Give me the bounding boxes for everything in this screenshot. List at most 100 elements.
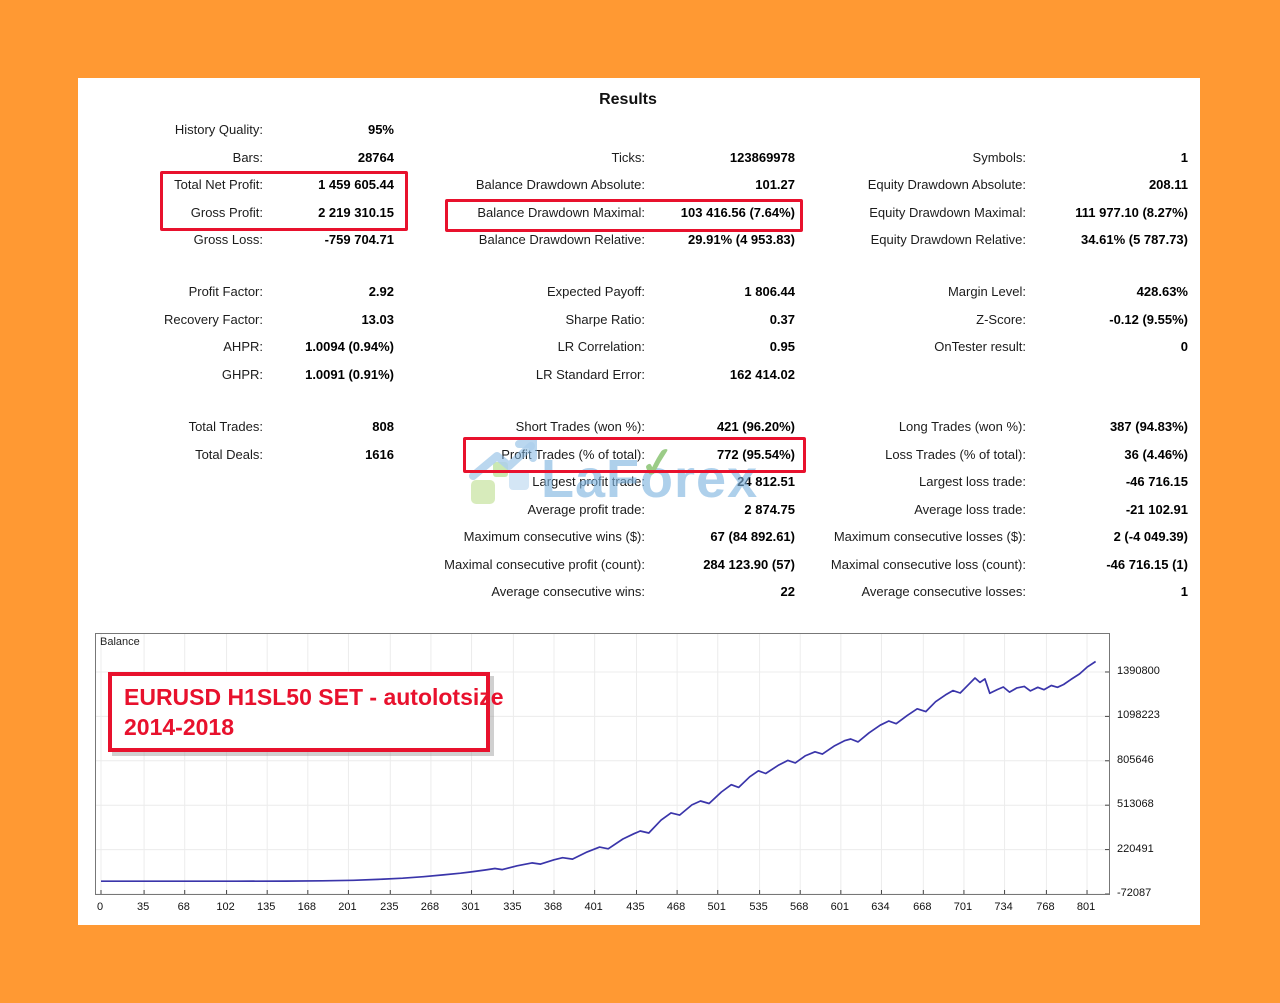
stat-value: -46 716.15 (1) — [1106, 556, 1188, 572]
stat-value: 1616 — [365, 446, 394, 462]
chart-series-label: Balance — [100, 636, 140, 648]
x-tick-label: 768 — [1036, 901, 1055, 913]
x-axis-labels: 0 35 68 102 135 168 201 235 268 301 335 368 401 435 46… — [95, 899, 1145, 915]
stat-value: 111 977.10 (8.27%) — [1075, 204, 1188, 220]
stat-value: 1 — [1180, 149, 1188, 165]
x-tick-label: 734 — [994, 901, 1013, 913]
page-title: Results — [599, 91, 657, 108]
annotation-line-2: 2014-2018 — [124, 714, 234, 740]
y-tick-label: 1390800 — [1117, 664, 1160, 677]
stat-value: 428.63% — [1136, 284, 1188, 299]
x-tick-label: 435 — [626, 901, 645, 913]
x-tick-label: 301 — [461, 901, 480, 913]
stat-label: Maximum consecutive losses ($): — [833, 529, 1026, 544]
x-tick-label: 368 — [543, 901, 563, 913]
stat-value: 208.11 — [1148, 177, 1188, 192]
stat-label: Short Trades (won %): — [515, 419, 645, 434]
stat-value: 808 — [372, 419, 394, 434]
stat-label: Expected Payoff: — [546, 284, 645, 299]
stat-label: Symbols: — [972, 149, 1026, 165]
stat-label: Total Deals: — [195, 446, 263, 462]
stat-value: 123869978 — [729, 149, 795, 165]
stat-value: 421 (96.20%) — [716, 419, 795, 434]
stat-label: Total Trades: — [188, 419, 263, 434]
stat-value: 101.27 — [755, 177, 795, 192]
stat-label: Balance Drawdown Maximal: — [477, 204, 645, 220]
stat-label: Equity Drawdown Maximal: — [869, 204, 1026, 220]
x-tick-label: 235 — [380, 901, 399, 913]
stat-label: Ticks: — [611, 149, 645, 165]
stat-value: 22 — [780, 584, 795, 599]
stat-label: Margin Level: — [947, 284, 1026, 299]
stat-value: 28764 — [357, 149, 394, 165]
stat-label: Recovery Factor: — [164, 311, 263, 327]
stat-value: -46 716.15 — [1125, 474, 1188, 489]
results-panel: Results History Quality: 95% Bars: 28764 Tot… — [78, 78, 1200, 925]
x-tick-label: 201 — [338, 901, 357, 913]
stat-value: 103 416.56 (7.64%) — [680, 204, 795, 220]
x-tick-label: 468 — [666, 901, 686, 913]
stat-label: LR Standard Error: — [535, 366, 645, 382]
stat-value: 34.61% (5 787.73) — [1081, 232, 1188, 247]
stat-value: 2 219 310.15 — [318, 204, 394, 220]
stat-value: 95% — [367, 122, 394, 137]
stat-label: Maximal consecutive profit (count): — [444, 556, 645, 572]
stat-value: 772 (95.54%) — [716, 446, 795, 462]
stat-label: Equity Drawdown Absolute: — [867, 177, 1026, 192]
balance-chart: Balance EURUSD H1SL50 SET - autolotsize … — [95, 633, 1110, 895]
x-tick-label: 535 — [749, 901, 768, 913]
stat-value: 1 459 605.44 — [318, 177, 394, 192]
stat-label: Gross Profit: — [190, 204, 263, 220]
stat-label: Total Net Profit: — [174, 177, 263, 192]
x-tick-label: 102 — [216, 901, 235, 913]
chart-annotation-box: EURUSD H1SL50 SET - autolotsize 2014-201… — [108, 672, 504, 752]
stat-value: 1 806.44 — [744, 284, 795, 299]
y-tick-label: 513068 — [1117, 798, 1154, 811]
stat-value: -759 704.71 — [324, 232, 394, 247]
stat-value: 2 874.75 — [744, 501, 795, 517]
x-tick-label: 568 — [790, 901, 809, 913]
y-tick-label: 1098223 — [1117, 709, 1160, 722]
stats-table: History Quality: 95% Bars: 28764 Total Net P… — [78, 78, 1200, 718]
stat-label: Equity Drawdown Relative: — [870, 232, 1026, 247]
stat-label: Z-Score: — [976, 311, 1026, 327]
stat-label: Average profit trade: — [527, 501, 645, 517]
stat-value: 284 123.90 (57) — [703, 556, 795, 572]
x-tick-label: 801 — [1076, 901, 1096, 913]
stat-label: Long Trades (won %): — [898, 419, 1026, 434]
stat-label: Maximum consecutive wins ($): — [463, 529, 645, 544]
stat-value: 1 — [1180, 584, 1188, 599]
x-tick-label: 634 — [871, 901, 890, 913]
balance-line — [101, 660, 1097, 883]
stat-label: Average consecutive wins: — [491, 584, 645, 599]
y-tick-label: -72087 — [1117, 887, 1152, 899]
stat-value: -21 102.91 — [1125, 501, 1188, 517]
y-axis-labels: -72087 220491 513068 805646 1098223 1390800 — [1117, 633, 1197, 899]
stat-label: Balance Drawdown Absolute: — [475, 177, 645, 192]
stat-label: Largest loss trade: — [919, 474, 1026, 489]
stat-label: Average consecutive losses: — [861, 584, 1026, 599]
stat-label: Profit Factor: — [188, 284, 263, 299]
stat-value: 387 (94.83%) — [1109, 419, 1188, 434]
stat-value: 1.0091 (0.91%) — [305, 366, 394, 382]
x-tick-label: 168 — [297, 901, 316, 913]
x-tick-label: 501 — [707, 901, 726, 913]
stat-value: 29.91% (4 953.83) — [688, 232, 795, 247]
stat-label: Average loss trade: — [914, 501, 1026, 517]
stat-value: 1.0094 (0.94%) — [305, 339, 394, 354]
stat-label: Bars: — [232, 149, 263, 165]
stat-label: History Quality: — [174, 122, 263, 137]
x-tick-label: 0 — [96, 901, 104, 913]
y-tick-label: 805646 — [1117, 753, 1154, 766]
stat-label: GHPR: — [221, 366, 263, 382]
stat-value: 0 — [1180, 339, 1188, 354]
stat-label: AHPR: — [223, 339, 263, 354]
stat-label: Gross Loss: — [193, 232, 263, 247]
stat-label: Loss Trades (% of total): — [885, 446, 1026, 462]
x-tick-label: 668 — [913, 901, 932, 913]
stat-value: 2 (-4 049.39) — [1113, 529, 1188, 544]
x-tick-label: 401 — [584, 901, 603, 913]
stat-value: 0.95 — [769, 339, 795, 354]
stat-value: 24 812.51 — [737, 474, 795, 489]
